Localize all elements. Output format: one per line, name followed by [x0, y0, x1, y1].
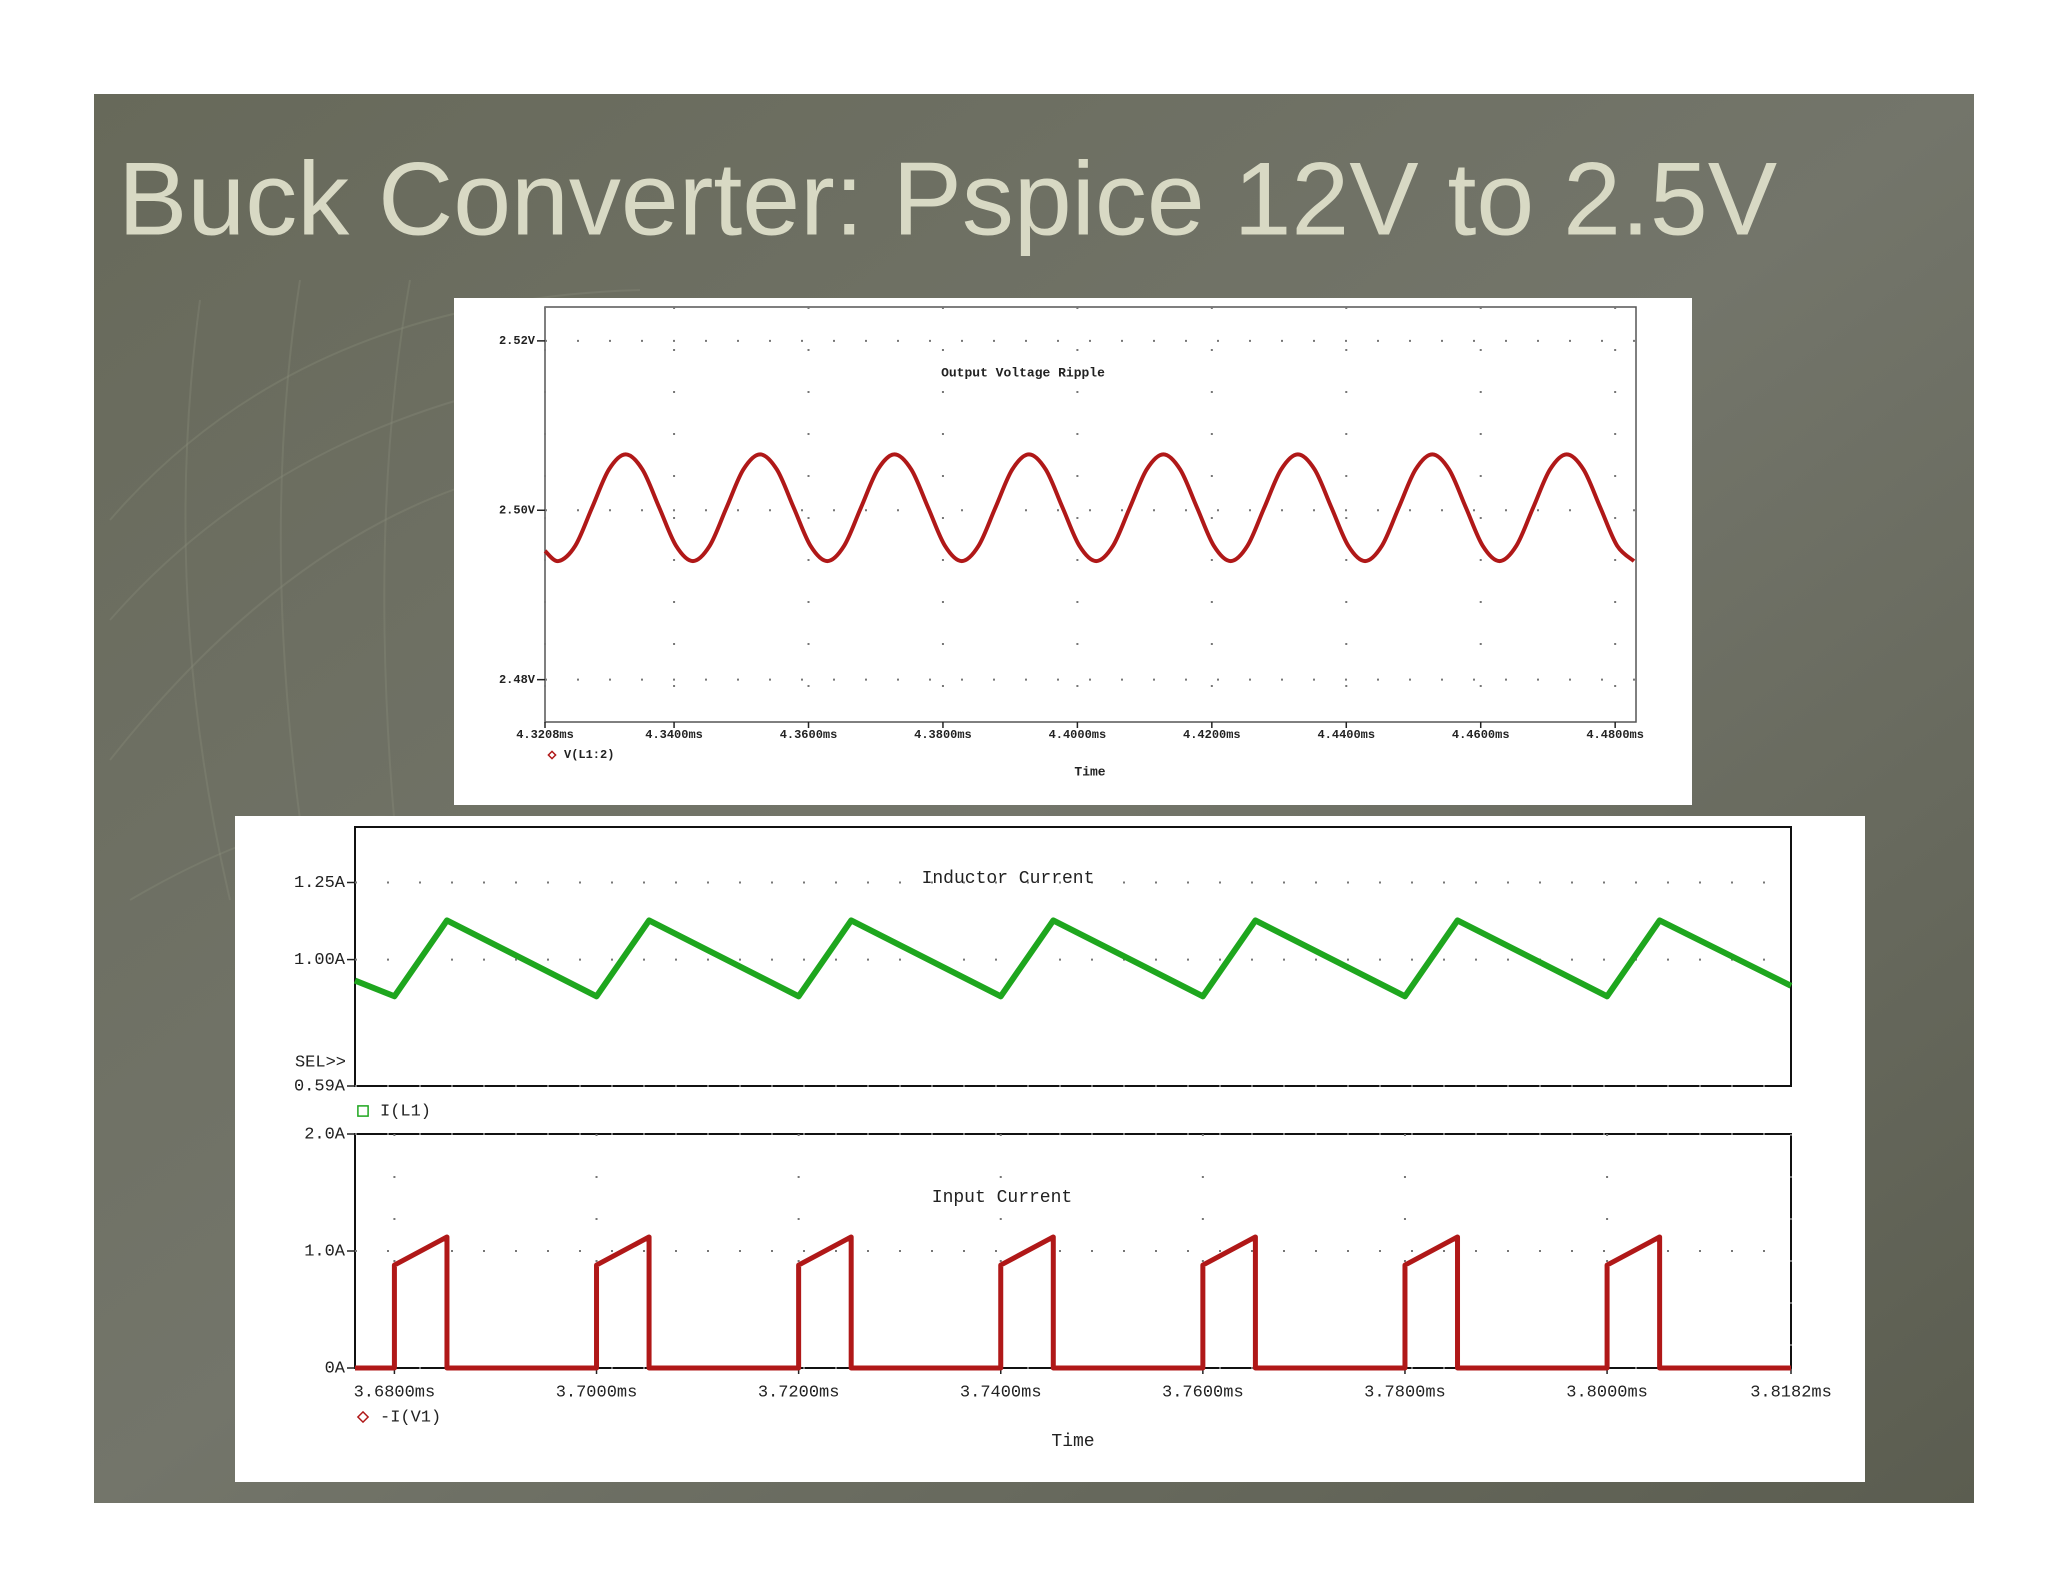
y-tick-label: 2.52V — [499, 334, 536, 348]
x-tick-label: 3.8000ms — [1566, 1383, 1648, 1402]
x-tick-label: 3.7800ms — [1364, 1383, 1446, 1402]
x-tick-label: 4.4200ms — [1183, 728, 1241, 742]
x-tick-label: 4.4400ms — [1317, 728, 1375, 742]
x-tick-label: 4.4600ms — [1452, 728, 1510, 742]
x-tick-label: 4.4800ms — [1586, 728, 1644, 742]
x-tick-label: 3.7600ms — [1162, 1383, 1244, 1402]
y-tick-label: 2.0A — [304, 1125, 346, 1144]
selector-label: SEL>> — [295, 1053, 346, 1072]
legend-marker — [356, 1410, 370, 1424]
legend-label: -I(V1) — [380, 1408, 441, 1427]
series-line — [543, 452, 1636, 564]
x-tick-label: 4.3208ms — [516, 728, 574, 742]
chart-title: Input Current — [932, 1188, 1072, 1208]
x-tick-label: 3.7000ms — [556, 1383, 638, 1402]
legend-label: V(L1:2) — [564, 748, 614, 762]
chart-title: Output Voltage Ripple — [941, 365, 1105, 380]
x-tick-label: 3.7400ms — [960, 1383, 1042, 1402]
y-tick-label: 0.59A — [294, 1077, 346, 1096]
legend-marker — [547, 750, 557, 760]
y-tick-label: 0A — [325, 1359, 346, 1378]
x-tick-label: 4.4000ms — [1049, 728, 1107, 742]
y-tick-label: 2.48V — [499, 673, 536, 687]
y-tick-label: 1.0A — [304, 1242, 346, 1261]
y-tick-label: 1.00A — [294, 951, 346, 970]
x-axis-label: Time — [1074, 764, 1105, 779]
y-tick-label: 2.50V — [499, 503, 536, 517]
x-axis-label: Time — [1051, 1432, 1094, 1452]
x-tick-label: 4.3400ms — [645, 728, 703, 742]
chart-title: Inductor Current — [922, 869, 1095, 889]
series-line — [355, 1234, 1791, 1371]
plot-frame — [354, 826, 1792, 1087]
slide-title: Buck Converter: Pspice 12V to 2.5V — [118, 141, 1777, 257]
plot-frame — [544, 306, 1637, 723]
x-tick-label: 3.6800ms — [354, 1383, 436, 1402]
x-tick-label: 3.7200ms — [758, 1383, 840, 1402]
legend-label: I(L1) — [380, 1102, 431, 1121]
legend-marker — [357, 1105, 369, 1117]
series-line — [353, 917, 1793, 1000]
chart-panel — [235, 816, 1865, 1482]
x-tick-label: 4.3600ms — [780, 728, 838, 742]
y-tick-label: 1.25A — [294, 874, 346, 893]
x-tick-label: 4.3800ms — [914, 728, 972, 742]
x-tick-label: 3.8182ms — [1750, 1383, 1832, 1402]
